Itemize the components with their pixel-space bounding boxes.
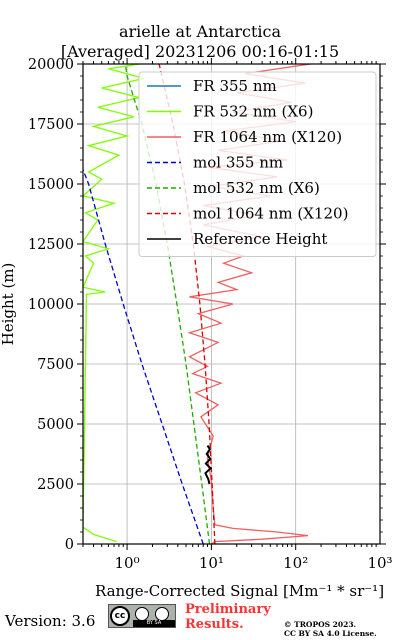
series-line-4 bbox=[124, 64, 211, 544]
y-tick-label: 0 bbox=[65, 537, 74, 553]
version-label: Version: 3.6 bbox=[5, 612, 96, 630]
chart-title-line2: [Averaged] 20231206 00:16-01:15 bbox=[60, 42, 340, 61]
y-tick-label: 20000 bbox=[28, 57, 74, 73]
preliminary-note: Preliminary Results. bbox=[185, 602, 271, 632]
legend-label-6: Reference Height bbox=[193, 230, 327, 248]
license-badge-text: BY SA bbox=[133, 620, 175, 627]
y-tick-label: 17500 bbox=[28, 117, 74, 133]
y-tick-label: 10000 bbox=[28, 297, 74, 313]
legend-label-0: FR 355 nm bbox=[193, 77, 277, 95]
x-tick-label: 10⁰ bbox=[115, 554, 140, 572]
y-tick-label: 15000 bbox=[28, 177, 74, 193]
y-tick-label: 12500 bbox=[28, 237, 74, 253]
preliminary-line1: Preliminary bbox=[185, 602, 271, 617]
share-alike-icon bbox=[155, 607, 169, 621]
chart-title-line1: arielle at Antarctica bbox=[118, 22, 282, 41]
series-line-1 bbox=[83, 64, 145, 543]
y-axis-label: Height (m) bbox=[0, 263, 17, 346]
legend-label-2: FR 1064 nm (X120) bbox=[193, 128, 342, 146]
legend-label-3: mol 355 nm bbox=[193, 154, 283, 172]
x-axis-label: Range-Corrected Signal [Mm⁻¹ * sr⁻¹] bbox=[95, 582, 384, 600]
x-tick-label: 10¹ bbox=[199, 554, 224, 572]
x-tick-label: 10² bbox=[283, 554, 308, 572]
preliminary-line2: Results. bbox=[185, 617, 244, 632]
lidar-profile-chart: 10⁰ 10¹ 10² 10³ 0 2500 5000 7500 10000 12500 15000… bbox=[0, 57, 393, 600]
y-tick-label: 2500 bbox=[37, 477, 74, 493]
legend-label-5: mol 1064 nm (X120) bbox=[193, 205, 348, 223]
series-line-3 bbox=[83, 169, 204, 544]
x-tick-label: 10³ bbox=[367, 554, 392, 572]
y-tick-label: 5000 bbox=[37, 417, 74, 433]
y-tick-label: 7500 bbox=[37, 357, 74, 373]
cc-logo-icon: cc bbox=[110, 606, 130, 626]
legend-box bbox=[138, 71, 377, 257]
copyright-line1: © TROPOS 2023. bbox=[284, 620, 357, 629]
series-line-6 bbox=[204, 445, 213, 485]
attribution-icon bbox=[135, 607, 149, 621]
legend-label-4: mol 532 nm (X6) bbox=[193, 179, 320, 197]
copyright-line2: CC BY SA 4.0 License. bbox=[284, 629, 377, 638]
legend-label-1: FR 532 nm (X6) bbox=[193, 103, 313, 121]
cc-license-badge: cc BY SA bbox=[108, 604, 176, 628]
copyright-note: © TROPOS 2023. CC BY SA 4.0 License. bbox=[284, 620, 377, 638]
